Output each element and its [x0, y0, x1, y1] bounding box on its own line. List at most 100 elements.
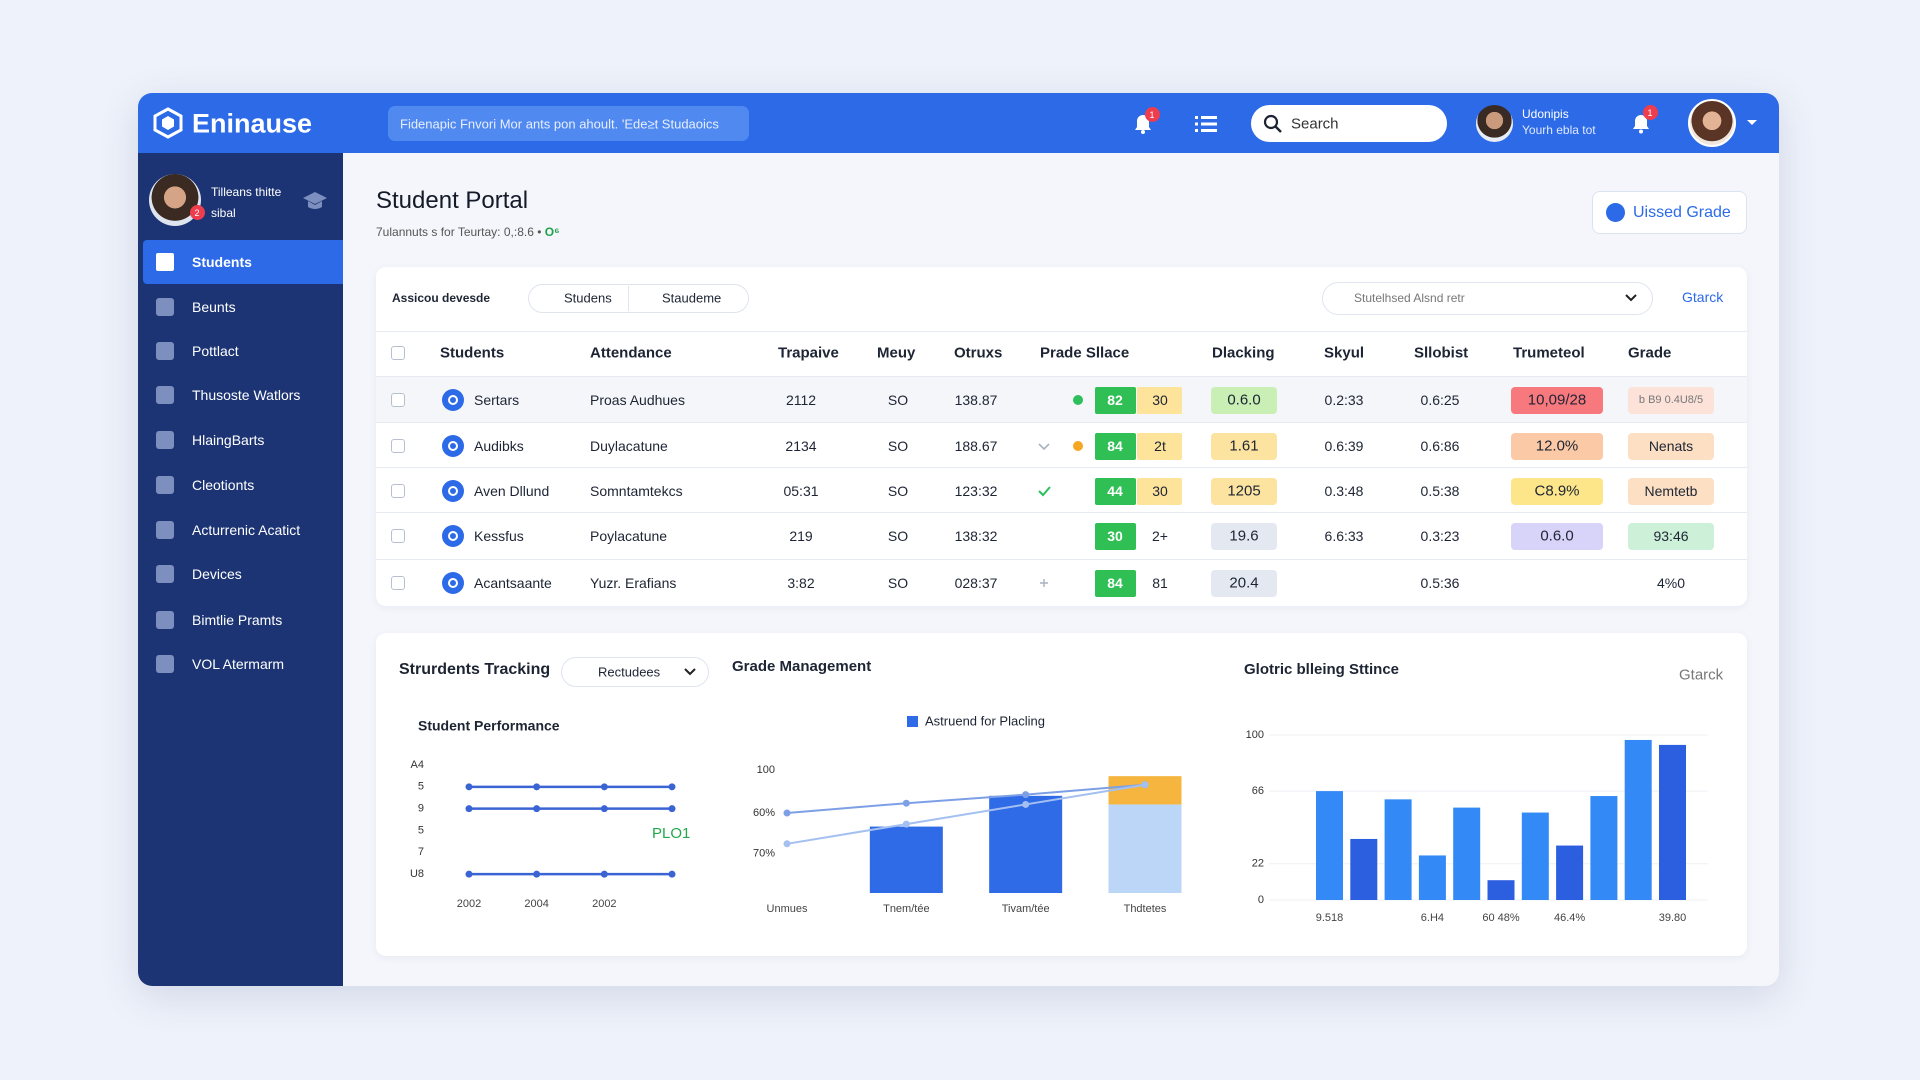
profile-caret[interactable] — [1746, 118, 1758, 128]
column-header: Otruxs — [954, 344, 1003, 362]
bell-badge-dot — [1145, 107, 1160, 122]
grade-box — [1628, 433, 1714, 460]
sidebar-badge: 2 — [194, 208, 200, 218]
row-check[interactable] — [391, 439, 405, 453]
nav-item[interactable]: Acturrenic Acatict — [192, 522, 301, 538]
dropdown-label: Rectudees — [598, 664, 661, 680]
y-tick-label: 0 — [1258, 894, 1264, 906]
dlacking-box — [1211, 478, 1277, 505]
search-icon — [1263, 114, 1282, 133]
nav-icon — [156, 431, 174, 449]
table-link[interactable]: Gtarck — [1682, 289, 1724, 305]
point — [783, 809, 791, 817]
row-check[interactable] — [391, 529, 405, 543]
prade-value: 30 — [1152, 392, 1168, 408]
y-tick-label: 70% — [753, 848, 775, 860]
subtitle-text: 7ulannuts s for Teurtay: 0,:8.6 • — [376, 225, 542, 239]
prade-box — [1095, 387, 1136, 414]
legend-label: Astruend for Placling — [925, 713, 1045, 728]
point — [465, 870, 473, 878]
cell: Sertars — [474, 392, 520, 408]
nav-icon — [156, 565, 174, 583]
prade-box — [1137, 387, 1182, 414]
cell: Duylacatune — [590, 438, 668, 454]
chip[interactable]: Staudeme — [662, 290, 722, 306]
cell: 138:32 — [954, 528, 998, 544]
column-header: Attendance — [590, 344, 672, 362]
tracking-dropdown[interactable] — [561, 657, 709, 687]
plus-icon — [1040, 579, 1048, 587]
dlacking-box — [1211, 387, 1277, 414]
action-button[interactable] — [1592, 191, 1747, 234]
profile-avatar[interactable] — [1688, 99, 1736, 147]
row-rule — [376, 559, 1747, 560]
nav-item[interactable]: Thusoste Watlors — [192, 387, 301, 403]
prade-value: 2t — [1154, 438, 1166, 454]
page-title: Student Portal — [376, 187, 529, 214]
x-tick-label: Tivam/tée — [1002, 903, 1050, 915]
point — [668, 870, 676, 878]
row-check[interactable] — [391, 484, 405, 498]
nav-item[interactable]: Students — [192, 254, 252, 270]
list-icon[interactable] — [1195, 114, 1217, 134]
chart-title: Student Performance — [418, 718, 560, 734]
banner-text: Fidenapic Fnvori Mor ants pon ahoult. 'E… — [400, 116, 719, 132]
cell: SO — [887, 575, 909, 591]
cell: Nenats — [1648, 438, 1694, 454]
point — [600, 783, 608, 791]
cell: Acantsaante — [474, 575, 552, 591]
column-header: Sllobist — [1414, 344, 1469, 362]
prade-value: 84 — [1107, 438, 1123, 454]
cell: Somntamtekcs — [590, 483, 683, 499]
search-box[interactable] — [1251, 105, 1447, 142]
nav-item[interactable]: VOL Atermarm — [192, 656, 285, 672]
cell: Aven Dllund — [474, 483, 550, 499]
prade-box — [1095, 523, 1136, 550]
chip[interactable]: Studens — [564, 290, 612, 306]
action-icon — [1606, 203, 1625, 222]
row-rule — [376, 512, 1747, 513]
point — [600, 870, 608, 878]
nav-item[interactable]: HlaingBarts — [192, 432, 265, 448]
chevron-icon — [1038, 443, 1050, 451]
cell: 2112 — [785, 392, 817, 408]
cell: Kessfus — [474, 528, 524, 544]
nav-icon — [156, 298, 174, 316]
sidebar-sub: sibal — [211, 206, 236, 220]
prade-value: 84 — [1107, 575, 1123, 591]
bar — [1487, 880, 1515, 900]
bar — [1590, 796, 1618, 900]
nav-item[interactable]: Bimtlie Pramts — [192, 612, 283, 628]
cell: 2134 — [785, 438, 817, 454]
user-sub: Yourh ebla tot — [1522, 123, 1596, 137]
y-tick-label: U8 — [410, 868, 424, 880]
cell: 1205 — [1227, 482, 1261, 500]
cell: 1.61 — [1229, 437, 1259, 455]
trumeteol-box — [1511, 387, 1603, 414]
sidebar-name: Tilleans thitte — [211, 185, 282, 199]
y-tick-label: 100 — [1246, 729, 1264, 741]
nav-item[interactable]: Beunts — [192, 299, 236, 315]
nav-item[interactable]: Cleotionts — [192, 477, 255, 493]
banner[interactable] — [388, 106, 749, 141]
row-check[interactable] — [391, 576, 405, 590]
y-tick-label: 60% — [753, 807, 775, 819]
point — [902, 799, 910, 807]
row-check[interactable] — [391, 393, 405, 407]
point — [533, 783, 541, 791]
cell: b B9 0.4U8/5 — [1638, 394, 1704, 406]
cell: 188.67 — [954, 438, 998, 454]
bar — [1418, 855, 1446, 900]
filter-box[interactable] — [1322, 282, 1653, 315]
cell: 12.0% — [1535, 437, 1579, 455]
dropdown-caret — [684, 668, 696, 676]
user-avatar[interactable] — [1476, 105, 1513, 142]
prade-box — [1095, 433, 1136, 460]
x-tick-label: 9.518 — [1316, 912, 1344, 924]
nav-item[interactable]: Pottlact — [192, 343, 239, 359]
nav-item[interactable]: Devices — [192, 566, 242, 582]
cell: 6.6:33 — [1324, 528, 1364, 544]
tracking-link[interactable]: Gtarck — [1679, 666, 1724, 684]
